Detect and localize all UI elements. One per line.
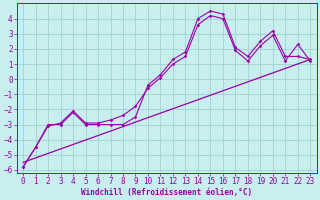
X-axis label: Windchill (Refroidissement éolien,°C): Windchill (Refroidissement éolien,°C) (81, 188, 252, 197)
